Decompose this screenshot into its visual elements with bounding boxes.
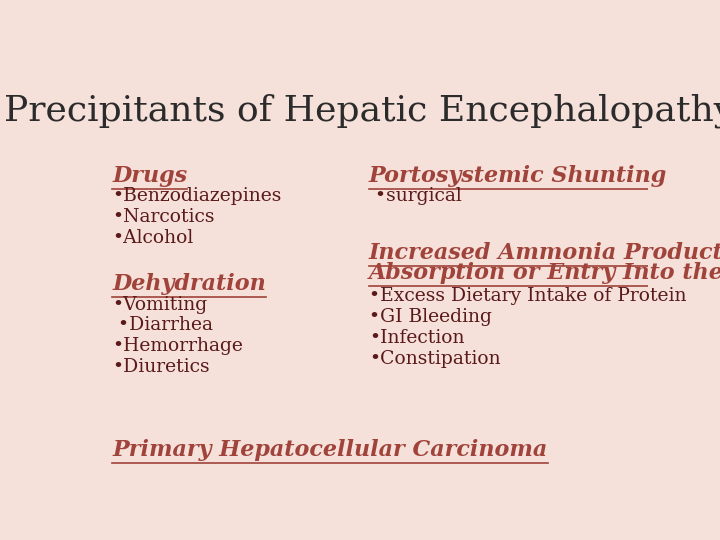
Text: •GI Bleeding: •GI Bleeding (369, 308, 492, 326)
Text: •Excess Dietary Intake of Protein: •Excess Dietary Intake of Protein (369, 287, 686, 305)
Text: •Benzodiazepines: •Benzodiazepines (112, 187, 282, 205)
Text: •Diuretics: •Diuretics (112, 358, 210, 376)
Text: •surgical: •surgical (369, 187, 462, 205)
Text: Primary Hepatocellular Carcinoma: Primary Hepatocellular Carcinoma (112, 439, 548, 461)
Text: Drugs: Drugs (112, 165, 187, 187)
Text: •Hemorrhage: •Hemorrhage (112, 337, 243, 355)
Text: Absorption or Entry Into the Brain: Absorption or Entry Into the Brain (369, 262, 720, 284)
Text: •Alcohol: •Alcohol (112, 229, 194, 247)
Text: •Narcotics: •Narcotics (112, 208, 215, 226)
Text: •Infection: •Infection (369, 329, 464, 347)
Text: Portosystemic Shunting: Portosystemic Shunting (369, 165, 667, 187)
Text: Dehydration: Dehydration (112, 273, 266, 295)
Text: Increased Ammonia Production,: Increased Ammonia Production, (369, 241, 720, 264)
Text: •Constipation: •Constipation (369, 349, 500, 368)
Text: Precipitants of Hepatic Encephalopathy: Precipitants of Hepatic Encephalopathy (4, 94, 720, 129)
Text: •Diarrhea: •Diarrhea (112, 316, 213, 334)
Text: •Vomiting: •Vomiting (112, 295, 207, 314)
